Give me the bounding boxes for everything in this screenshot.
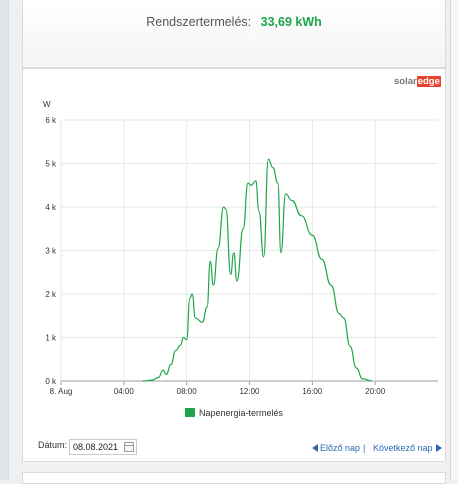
legend-swatch xyxy=(185,408,195,417)
y-tick-label: 0 k xyxy=(45,377,57,386)
x-tick-label: 04:00 xyxy=(114,387,135,396)
prev-day-label: Előző nap xyxy=(320,443,360,453)
next-day-link[interactable]: Következő nap xyxy=(373,443,442,453)
series-line xyxy=(143,159,372,381)
legend-label: Napenergia-termelés xyxy=(199,408,283,418)
y-tick-label: 4 k xyxy=(45,203,57,212)
bottom-panel xyxy=(22,472,446,484)
x-tick-label: 16:00 xyxy=(302,387,323,396)
date-label: Dátum: xyxy=(38,440,67,450)
prev-day-link[interactable]: Előző nap xyxy=(312,443,360,453)
y-tick-label: 2 k xyxy=(45,290,57,299)
legend[interactable]: Napenergia-termelés xyxy=(185,408,283,418)
y-tick-label: 3 k xyxy=(45,247,57,256)
x-tick-label: 8. Aug xyxy=(50,387,73,396)
chevron-left-icon xyxy=(312,444,318,452)
y-tick-label: 5 k xyxy=(45,160,57,169)
chevron-right-icon xyxy=(436,444,442,452)
x-tick-label: 08:00 xyxy=(177,387,198,396)
x-tick-label: 12:00 xyxy=(239,387,260,396)
y-tick-label: 1 k xyxy=(45,334,57,343)
y-tick-label: 6 k xyxy=(45,116,57,125)
x-tick-label: 20:00 xyxy=(365,387,386,396)
next-day-label: Következő nap xyxy=(373,443,433,453)
nav-separator: | xyxy=(363,443,365,453)
y-axis-label: W xyxy=(43,100,51,109)
calendar-icon[interactable] xyxy=(124,442,134,452)
